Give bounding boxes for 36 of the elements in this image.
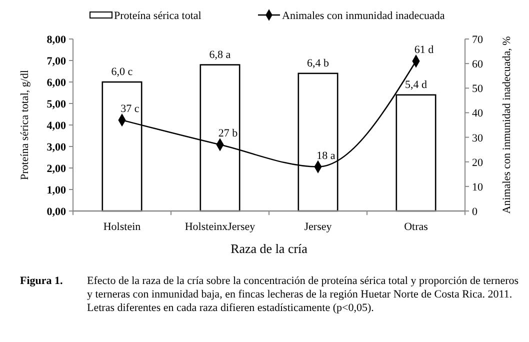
y-tick-label: 2,00 <box>46 163 66 175</box>
data-label: 61 d <box>414 44 434 56</box>
text: Figura 1. <box>20 275 64 287</box>
text: Efecto de la raza de la cría sobre la concentración de proteína sérica total y proporción de terneros y terneras con inmunidad baja, en fincas lecheras de la región Huetar Norte de Costa Rica. 2011. Letras diferentes en cada raza difieren estadísticamente (p<0,05). <box>87 275 519 314</box>
x-tick-label: Jersey <box>304 221 332 233</box>
data-label: 6,8 a <box>209 48 231 61</box>
x-tick-label: Holstein <box>103 221 142 233</box>
x-tick-label: Otras <box>404 221 428 233</box>
x-tick-label: HolsteinxJersey <box>184 221 256 233</box>
data-label: 6,4 b <box>307 57 330 70</box>
y2-axis-title: Animales con inmunidad inadecuada, % <box>501 36 513 214</box>
y2-tick-label: 50 <box>472 83 484 96</box>
data-label: 18 a <box>316 150 336 162</box>
legend-label: Animales con inmunidad inadecuada <box>282 10 445 22</box>
y2-tick-label: 70 <box>472 34 484 46</box>
y-axis-title: Proteína sérica total, g/dl <box>19 70 31 180</box>
y2-tick-label: 20 <box>472 156 484 169</box>
y-tick-label: 6,00 <box>46 77 66 89</box>
data-label: 5,4 d <box>405 78 428 91</box>
y-tick-label: 7,00 <box>46 56 66 68</box>
y-tick-label: 1,00 <box>46 184 66 196</box>
data-label: 6,0 c <box>111 66 133 78</box>
legend-label: Proteína sérica total <box>114 10 202 22</box>
y2-tick-label: 0 <box>472 206 478 218</box>
y-tick-label: 4,00 <box>46 120 66 132</box>
y-tick-label: 8,00 <box>46 34 66 46</box>
y-tick-label: 5,00 <box>46 98 66 110</box>
y2-tick-label: 10 <box>472 181 484 194</box>
y-tick-label: 3,00 <box>46 142 66 154</box>
data-label: 27 b <box>218 128 238 140</box>
y2-tick-label: 40 <box>472 108 484 120</box>
y2-tick-label: 30 <box>472 132 484 144</box>
y-tick-label: 0,00 <box>46 206 66 218</box>
x-axis-title: Raza de la cría <box>230 241 308 256</box>
y2-tick-label: 60 <box>472 58 484 71</box>
data-label: 37 c <box>120 103 140 116</box>
